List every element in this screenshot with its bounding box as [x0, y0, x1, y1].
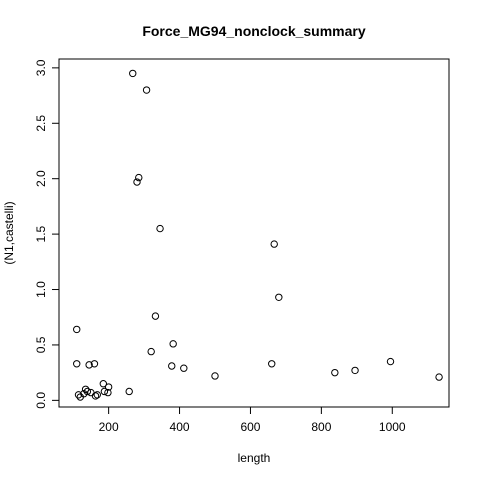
data-point — [99, 380, 108, 388]
data-point — [81, 385, 90, 393]
data-point — [275, 293, 283, 301]
data-point — [85, 361, 93, 369]
data-points — [73, 69, 443, 401]
data-point — [270, 240, 278, 248]
x-tick-label: 600 — [240, 420, 260, 434]
data-point — [87, 388, 95, 397]
data-point — [73, 360, 81, 368]
data-point — [74, 391, 83, 399]
chart-title: Force_MG94_nonclock_summary — [142, 23, 366, 39]
data-point — [331, 368, 339, 377]
data-point — [91, 392, 100, 400]
data-point — [435, 373, 443, 381]
data-point — [104, 388, 112, 397]
data-point — [83, 387, 92, 396]
plot-frame — [58, 58, 450, 408]
data-point — [93, 391, 101, 399]
x-axis: 200 400 600 800 1000 — [99, 406, 406, 434]
x-tick-label: 200 — [99, 420, 119, 434]
y-tick-label: 2.5 — [34, 115, 48, 132]
y-tick-label: 3.0 — [34, 59, 48, 76]
data-point — [104, 383, 113, 391]
y-tick-label: 2.0 — [34, 170, 48, 187]
data-point — [129, 69, 137, 78]
y-axis: 0.0 0.5 1.0 1.5 2.0 2.5 3.0 — [34, 59, 60, 409]
x-tick-label: 800 — [311, 420, 331, 434]
x-tick-label: 400 — [170, 420, 190, 434]
y-tick-label: 0.5 — [34, 336, 48, 353]
data-point — [135, 173, 143, 182]
data-point — [142, 86, 151, 94]
y-tick-label: 0.0 — [34, 392, 48, 409]
data-point — [180, 364, 188, 372]
data-point — [90, 360, 99, 368]
data-point — [169, 340, 177, 348]
data-point — [386, 357, 395, 366]
y-tick-label: 1.0 — [34, 281, 48, 298]
data-point — [151, 312, 160, 320]
data-point — [100, 387, 109, 396]
data-point — [133, 178, 141, 186]
y-axis-label: (N1,castelli) — [2, 201, 16, 264]
y-tick-label: 1.5 — [34, 225, 48, 242]
x-axis-label: length — [238, 451, 271, 465]
data-point — [168, 362, 176, 370]
x-tick-label: 1000 — [379, 420, 406, 434]
data-point — [125, 387, 133, 396]
data-point — [147, 347, 155, 356]
data-point — [211, 372, 219, 380]
data-point — [156, 224, 164, 233]
data-point — [73, 325, 81, 334]
data-point — [351, 366, 359, 375]
data-point — [268, 360, 276, 368]
